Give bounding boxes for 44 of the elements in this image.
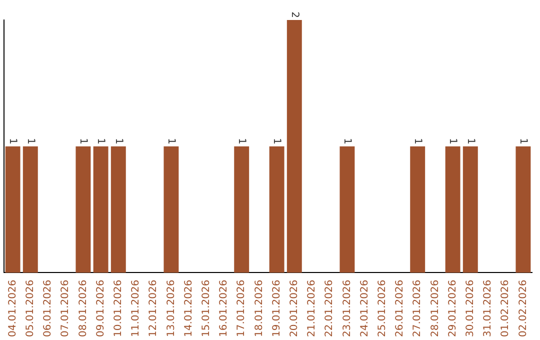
x-tick-label: 12.01.2026 [148,280,160,338]
x-tick-label: 31.01.2026 [482,280,494,338]
x-tick-label: 26.01.2026 [394,280,406,338]
x-tick-label: 16.01.2026 [218,280,230,338]
data-label: 1 [412,138,424,144]
x-tick-label: 29.01.2026 [447,280,458,338]
x-tick-label: 30.01.2026 [464,280,476,338]
data-label: 1 [464,138,476,144]
x-tick-label: 19.01.2026 [271,280,282,338]
x-tick-label: 11.01.2026 [130,280,142,338]
data-label: 1 [7,138,18,144]
data-label: 1 [78,138,89,144]
x-tick-label: 15.01.2026 [200,280,212,338]
data-label: 1 [95,138,106,144]
x-tick-label: 20.01.2026 [288,280,300,338]
data-label: 1 [518,138,529,144]
data-label: 1 [447,138,458,144]
x-tick-label: 05.01.2026 [24,280,36,338]
x-tick-label: 06.01.2026 [42,280,54,338]
x-tick-label: 02.02.2026 [518,280,529,338]
x-tick-label: 08.01.2026 [78,280,89,338]
data-label: 1 [24,138,36,144]
data-label: 2 [288,12,300,18]
data-label: 1 [112,138,124,144]
x-tick-label: 10.01.2026 [112,280,124,338]
data-label: 1 [342,138,353,144]
x-tick-label: 25.01.2026 [376,280,388,338]
x-tick-label: 21.01.2026 [306,280,318,338]
x-tick-label: 27.01.2026 [412,280,424,338]
x-tick-label: 24.01.2026 [359,280,370,338]
x-tick-label: 13.01.2026 [166,280,177,338]
x-tick-label: 04.01.2026 [7,280,18,338]
x-tick-label: 28.01.2026 [430,280,441,338]
x-tick-label: 22.01.2026 [324,280,336,338]
data-label: 1 [236,138,248,144]
x-tick-label: 01.02.2026 [500,280,512,338]
x-tick-label: 14.01.2026 [183,280,194,338]
x-tick-label: 18.01.2026 [254,280,265,338]
x-tick-label: 07.01.2026 [60,280,72,338]
x-tick-label: 23.01.2026 [342,280,353,338]
data-label: 1 [166,138,177,144]
data-label: 1 [271,138,282,144]
x-tick-label: 09.01.2026 [95,280,106,338]
x-tick-label: 17.01.2026 [236,280,248,338]
